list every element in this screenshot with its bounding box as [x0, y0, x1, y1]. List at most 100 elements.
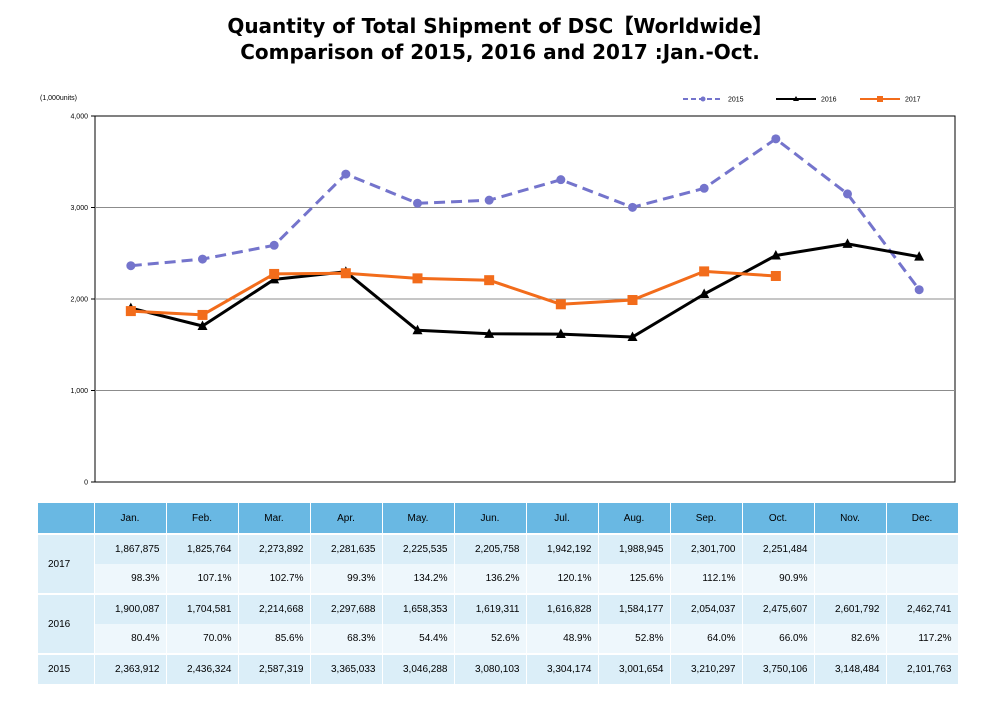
- table-percent-cell: 52.6%: [454, 624, 527, 654]
- table-header-month: Oct.: [742, 503, 815, 534]
- table-value-cell: 1,900,087: [94, 593, 167, 624]
- table-percent-cell: [814, 564, 887, 594]
- table-value-cell: 2,436,324: [166, 653, 239, 684]
- data-point-2017: [555, 299, 566, 310]
- data-point-2016: [627, 331, 638, 342]
- data-point-2015: [341, 169, 351, 179]
- data-point-2015: [843, 189, 852, 199]
- table-percent-cell: 66.0%: [742, 624, 815, 654]
- table-value-cell: [814, 533, 887, 564]
- y-tick-label: 3,000: [70, 205, 88, 212]
- y-tick-label: 0: [84, 480, 88, 487]
- table-header-row: Jan. Feb. Mar. Apr. May. Jun. Jul. Aug. Sep. Oct.…: [38, 503, 959, 534]
- table-row: 2016 1,900,087 1,704,581 2,214,668 2,297,688…: [38, 593, 959, 654]
- legend-label-2016: 2016: [821, 97, 837, 104]
- table-header-corner: [38, 503, 95, 534]
- data-point-2015: [126, 261, 136, 271]
- table-value-cell: 2,297,688: [310, 593, 383, 624]
- legend-label-2015: 2015: [728, 97, 744, 104]
- data-point-2015: [628, 202, 637, 212]
- data-point-2015: [198, 254, 207, 264]
- table-body: 2017 1,867,875 1,825,764 2,273,892 2,281,635…: [38, 533, 959, 684]
- table-percent-cell: 82.6%: [814, 624, 887, 654]
- table-value-cell: 2,054,037: [670, 593, 743, 624]
- table-header-month: Mar.: [238, 503, 311, 534]
- table-percent-cell: 134.2%: [382, 564, 455, 594]
- table-percent-cell: 85.6%: [238, 624, 311, 654]
- table-header-month: Jun.: [454, 503, 527, 534]
- line-chart: 0 1,000 2,000 3,000 4,000 (1,000units) 2015 201…: [40, 95, 956, 487]
- data-point-2016: [770, 249, 781, 260]
- data-point-2017: [269, 268, 280, 279]
- data-point-2017: [340, 268, 351, 279]
- table-percent-cell: 52.8%: [598, 624, 671, 654]
- data-point-2015: [699, 183, 709, 193]
- table-row: 2017 1,867,875 1,825,764 2,273,892 2,281,635…: [38, 533, 959, 594]
- data-point-2015: [556, 175, 566, 185]
- table-value-cell: 2,301,700: [670, 533, 743, 564]
- table-value-cell: 2,587,319: [238, 653, 311, 684]
- table-percent-cell: 90.9%: [742, 564, 815, 594]
- y-tick-label: 1,000: [70, 388, 88, 395]
- table-value-cell: 1,942,192: [526, 533, 599, 564]
- data-point-2015: [771, 134, 781, 144]
- table-percent-cell: 102.7%: [238, 564, 311, 594]
- table-percent-cell: 48.9%: [526, 624, 599, 654]
- table-header-month: Feb.: [166, 503, 239, 534]
- table-value-cell: 2,214,668: [238, 593, 311, 624]
- data-point-2017: [770, 270, 781, 281]
- table-value-cell: 3,365,033: [310, 653, 383, 684]
- table-value-cell: 3,304,174: [526, 653, 599, 684]
- table-percent-cell: [886, 564, 959, 594]
- data-point-2015: [484, 195, 494, 205]
- table-value-cell: 2,462,741: [886, 593, 959, 624]
- table-value-cell: 1,988,945: [598, 533, 671, 564]
- table-value-cell: 3,750,106: [742, 653, 815, 684]
- data-point-2017: [627, 295, 638, 306]
- table-value-cell: 1,825,764: [166, 533, 239, 564]
- table-year-cell: 2016: [38, 593, 95, 654]
- table-header-month: Sep.: [670, 503, 743, 534]
- table-value-cell: 1,867,875: [94, 533, 167, 564]
- table-percent-cell: 98.3%: [94, 564, 167, 594]
- table-value-cell: 2,101,763: [886, 653, 959, 684]
- table-percent-cell: 120.1%: [526, 564, 599, 594]
- data-point-2017: [699, 266, 710, 277]
- table-header-month: Jan.: [94, 503, 167, 534]
- data-point-2015: [269, 240, 279, 250]
- table-percent-cell: 107.1%: [166, 564, 239, 594]
- table-header-month: Nov.: [814, 503, 887, 534]
- table-percent-cell: 117.2%: [886, 624, 959, 654]
- y-unit-label: (1,000units): [40, 95, 77, 102]
- table-header-month: May.: [382, 503, 455, 534]
- legend-marker-2015: [700, 96, 706, 102]
- legend-marker-2016: [793, 96, 799, 101]
- table-percent-cell: 68.3%: [310, 624, 383, 654]
- data-point-2015: [413, 198, 422, 208]
- data-point-2017: [484, 275, 495, 286]
- table-value-cell: [886, 533, 959, 564]
- legend-marker-2017: [877, 96, 883, 102]
- chart-title-line1: Quantity of Total Shipment of DSC【Worldw…: [227, 14, 773, 38]
- table-header-month: Aug.: [598, 503, 671, 534]
- data-point-2016: [699, 288, 710, 299]
- chart-title-line2: Comparison of 2015, 2016 and 2017 :Jan.-…: [240, 40, 760, 64]
- table-percent-cell: 112.1%: [670, 564, 743, 594]
- table-row: 80.4% 70.0% 85.6% 68.3% 54.4% 52.6% 48.9% 52.8%…: [38, 624, 959, 654]
- legend-label-2017: 2017: [905, 97, 921, 104]
- table-value-cell: 2,205,758: [454, 533, 527, 564]
- table-percent-cell: 136.2%: [454, 564, 527, 594]
- table-header-month: Dec.: [886, 503, 959, 534]
- table-value-cell: 3,001,654: [598, 653, 671, 684]
- table-value-cell: 2,601,792: [814, 593, 887, 624]
- table-percent-cell: 64.0%: [670, 624, 743, 654]
- y-tick-label: 4,000: [70, 114, 88, 121]
- data-point-2016: [197, 320, 208, 331]
- series-line-2017: [130, 269, 776, 317]
- table-header-month: Jul.: [526, 503, 599, 534]
- table-value-cell: 2,251,484: [742, 533, 815, 564]
- table-header-month: Apr.: [310, 503, 383, 534]
- data-point-2016: [842, 238, 853, 248]
- table-value-cell: 2,225,535: [382, 533, 455, 564]
- table-percent-cell: 99.3%: [310, 564, 383, 594]
